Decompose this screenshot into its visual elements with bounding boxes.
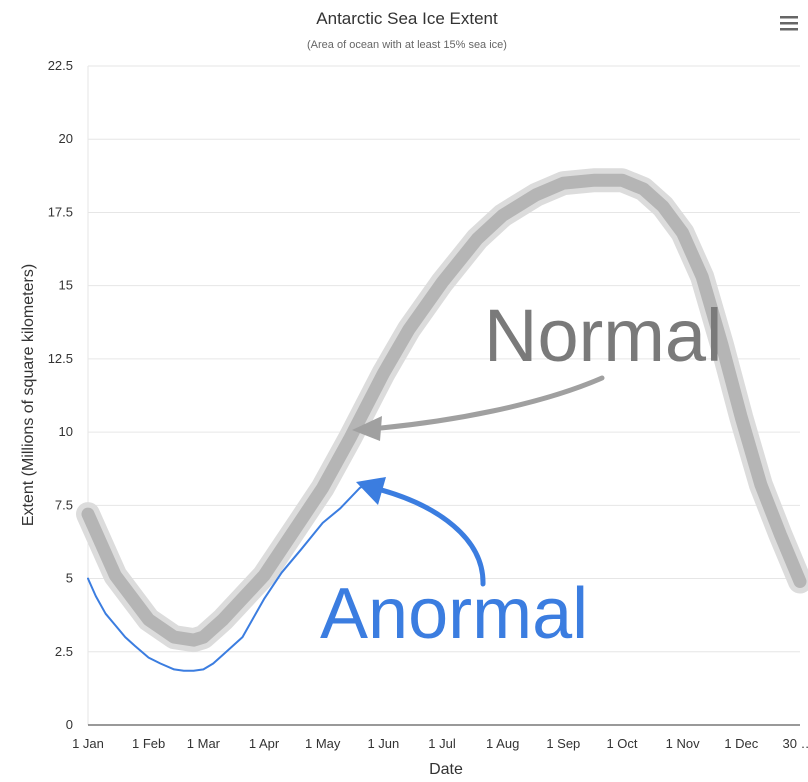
y-tick-labels: 0 2.5 5 7.5 10 12.5 15 17.5 20 22.5 (48, 58, 73, 732)
x-tick-label: 30 … (783, 736, 808, 751)
annotation-anormal-arrow (356, 477, 486, 587)
x-tick-label: 1 May (305, 736, 341, 751)
chart-title: Antarctic Sea Ice Extent (316, 9, 498, 28)
series-layer (76, 168, 808, 672)
y-tick-label: 7.5 (55, 497, 73, 512)
y-tick-label: 15 (59, 278, 73, 293)
x-tick-label: 1 Dec (724, 736, 758, 751)
y-axis-title: Extent (Millions of square kilometers) (20, 264, 37, 526)
x-axis-title: Date (429, 761, 463, 778)
x-tick-label: 1 Aug (486, 736, 519, 751)
y-tick-label: 0 (66, 717, 73, 732)
x-tick-label: 1 Nov (666, 736, 700, 751)
x-tick-label: 1 Jul (428, 736, 456, 751)
y-tick-label: 17.5 (48, 204, 73, 219)
x-tick-label: 1 Oct (606, 736, 637, 751)
annotation-normal-arrow (352, 375, 605, 441)
x-tick-label: 1 Apr (249, 736, 280, 751)
y-tick-label: 22.5 (48, 58, 73, 73)
menu-icon[interactable] (780, 16, 798, 31)
y-tick-label: 20 (59, 131, 73, 146)
chart-subtitle: (Area of ocean with at least 15% sea ice… (307, 39, 507, 51)
annotation-anormal: Anormal (320, 574, 588, 654)
x-tick-label: 1 Mar (187, 736, 221, 751)
y-tick-label: 10 (59, 424, 73, 439)
y-tick-label: 2.5 (55, 644, 73, 659)
y-tick-label: 12.5 (48, 351, 73, 366)
annotation-normal: Normal (484, 294, 722, 377)
x-tick-label: 1 Feb (132, 736, 165, 751)
x-tick-label: 1 Jun (367, 736, 399, 751)
normal-range-band (81, 173, 807, 647)
y-tick-label: 5 (66, 571, 73, 586)
x-tick-label: 1 Sep (546, 736, 580, 751)
x-tick-label: 1 Jan (72, 736, 104, 751)
x-tick-labels: 1 Jan 1 Feb 1 Mar 1 Apr 1 May 1 Jun 1 Jul 1 Aug… (72, 736, 808, 751)
anomalous-extent-line (87, 480, 373, 672)
